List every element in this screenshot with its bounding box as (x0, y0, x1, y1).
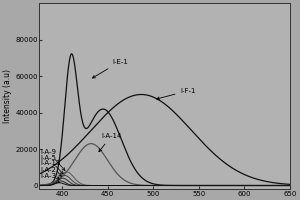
Text: I-A-9: I-A-9 (40, 149, 65, 170)
Text: I-A-5: I-A-5 (40, 155, 63, 174)
Text: I-A-2: I-A-2 (40, 167, 59, 179)
Text: I-A-3: I-A-3 (40, 173, 59, 183)
Text: I-A-14: I-A-14 (99, 133, 122, 152)
Y-axis label: Intensity (a.u): Intensity (a.u) (4, 69, 13, 123)
Text: I-A-13: I-A-13 (40, 160, 62, 176)
Text: I-E-1: I-E-1 (92, 59, 128, 78)
Text: I-F-1: I-F-1 (157, 88, 196, 100)
